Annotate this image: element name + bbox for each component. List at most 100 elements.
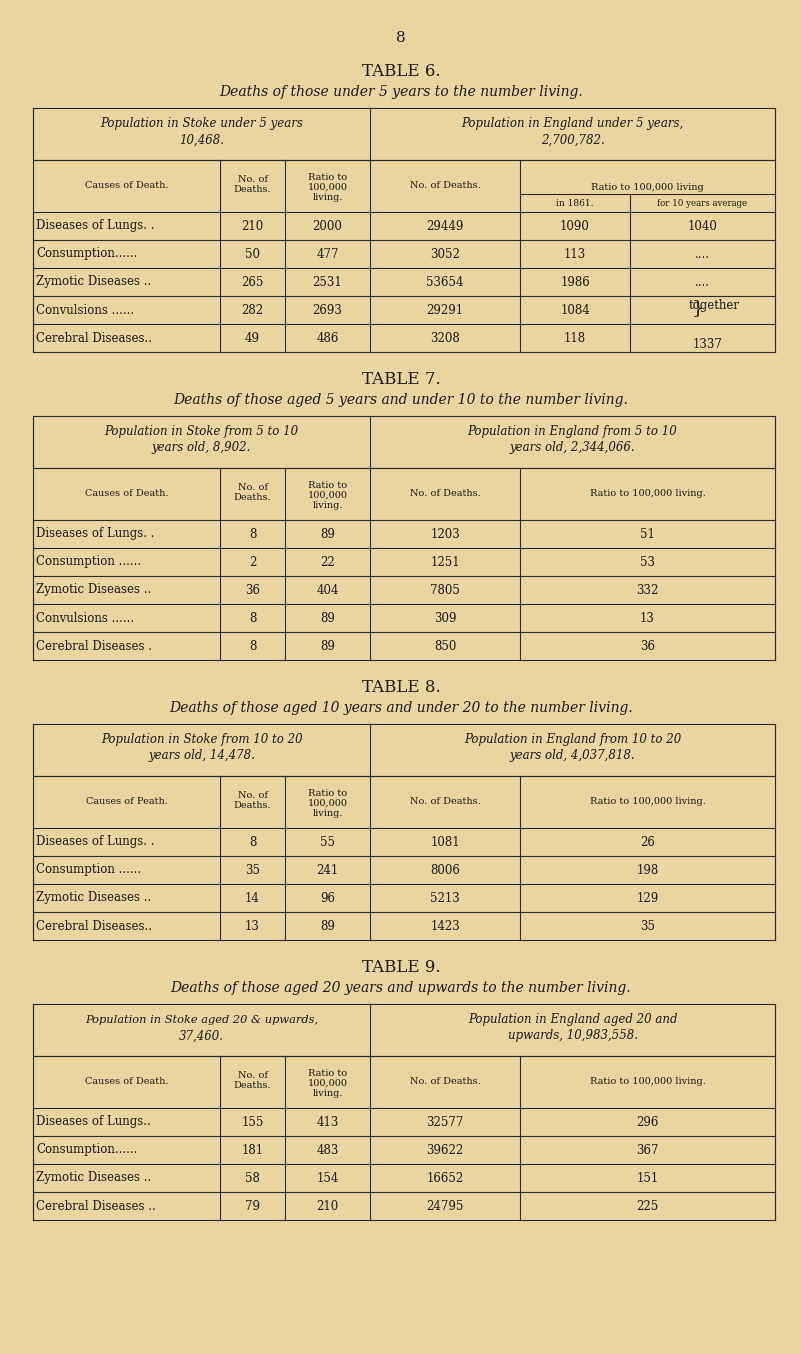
Text: 2531: 2531	[312, 275, 342, 288]
Text: No. of Deaths.: No. of Deaths.	[409, 490, 481, 498]
Text: 37,460.: 37,460.	[179, 1029, 224, 1043]
Text: }: }	[691, 299, 704, 317]
Text: 24795: 24795	[426, 1200, 464, 1212]
Text: 22: 22	[320, 555, 335, 569]
Text: Ratio to 100,000 living.: Ratio to 100,000 living.	[590, 490, 706, 498]
Text: Population in England from 5 to 10: Population in England from 5 to 10	[468, 425, 678, 439]
Text: 151: 151	[636, 1171, 658, 1185]
Text: Cerebral Diseases .: Cerebral Diseases .	[36, 639, 152, 653]
Text: Cerebral Diseases ..: Cerebral Diseases ..	[36, 1200, 155, 1212]
Text: Ratio to 100,000 living.: Ratio to 100,000 living.	[590, 798, 706, 807]
Text: Diseases of Lungs..: Diseases of Lungs..	[36, 1116, 151, 1128]
Text: living.: living.	[312, 192, 343, 202]
Text: 154: 154	[316, 1171, 339, 1185]
Text: 1090: 1090	[560, 219, 590, 233]
Text: No. of Deaths.: No. of Deaths.	[409, 181, 481, 191]
Text: 181: 181	[241, 1144, 264, 1156]
Text: No. of: No. of	[238, 792, 268, 800]
Text: 100,000: 100,000	[308, 799, 348, 807]
Text: 118: 118	[564, 332, 586, 344]
Text: 309: 309	[434, 612, 457, 624]
Text: 486: 486	[316, 332, 339, 344]
Text: 5213: 5213	[430, 891, 460, 904]
Text: 404: 404	[316, 584, 339, 597]
Text: 13: 13	[245, 919, 260, 933]
Text: 113: 113	[564, 248, 586, 260]
Text: 225: 225	[636, 1200, 658, 1212]
Text: years old, 2,344,066.: years old, 2,344,066.	[509, 441, 635, 455]
Text: 2,700,782.: 2,700,782.	[541, 134, 605, 146]
Text: Ratio to: Ratio to	[308, 172, 347, 181]
Text: 35: 35	[245, 864, 260, 876]
Text: 53654: 53654	[426, 275, 464, 288]
Text: living.: living.	[312, 501, 343, 509]
Text: 413: 413	[316, 1116, 339, 1128]
Text: ....: ....	[695, 275, 710, 288]
Text: years old, 14,478.: years old, 14,478.	[148, 750, 255, 762]
Text: 7805: 7805	[430, 584, 460, 597]
Text: years old, 4,037,818.: years old, 4,037,818.	[509, 750, 635, 762]
Text: 35: 35	[640, 919, 655, 933]
Text: 89: 89	[320, 919, 335, 933]
Text: 100,000: 100,000	[308, 1079, 348, 1087]
Text: 49: 49	[245, 332, 260, 344]
Text: 8: 8	[249, 639, 256, 653]
Text: 1040: 1040	[687, 219, 718, 233]
Text: ....: ....	[695, 248, 710, 260]
Text: 265: 265	[241, 275, 264, 288]
Text: Zymotic Diseases ..: Zymotic Diseases ..	[36, 891, 151, 904]
Text: 198: 198	[636, 864, 658, 876]
Text: in 1861.: in 1861.	[556, 199, 594, 207]
Text: Zymotic Diseases ..: Zymotic Diseases ..	[36, 275, 151, 288]
Text: 89: 89	[320, 639, 335, 653]
Text: Diseases of Lungs. .: Diseases of Lungs. .	[36, 219, 155, 233]
Text: 1423: 1423	[430, 919, 460, 933]
Text: 367: 367	[636, 1144, 658, 1156]
Text: Cerebral Diseases..: Cerebral Diseases..	[36, 332, 152, 344]
Text: TABLE 8.: TABLE 8.	[361, 680, 441, 696]
Text: 1337: 1337	[693, 337, 723, 351]
Text: 58: 58	[245, 1171, 260, 1185]
Text: 483: 483	[316, 1144, 339, 1156]
Text: Population in England from 10 to 20: Population in England from 10 to 20	[464, 734, 681, 746]
Text: Population in England aged 20 and: Population in England aged 20 and	[468, 1014, 678, 1026]
Text: No. of: No. of	[238, 176, 268, 184]
Text: Zymotic Diseases ..: Zymotic Diseases ..	[36, 584, 151, 597]
Text: Deaths.: Deaths.	[234, 802, 272, 811]
Text: No. of Deaths.: No. of Deaths.	[409, 1078, 481, 1086]
Text: Causes of Death.: Causes of Death.	[85, 181, 168, 191]
Text: 16652: 16652	[426, 1171, 464, 1185]
Text: TABLE 9.: TABLE 9.	[362, 960, 441, 976]
Text: Deaths of those aged 20 years and upwards to the number living.: Deaths of those aged 20 years and upward…	[171, 982, 631, 995]
Text: living.: living.	[312, 808, 343, 818]
Text: 1251: 1251	[430, 555, 460, 569]
Text: No. of Deaths.: No. of Deaths.	[409, 798, 481, 807]
Text: Ratio to 100,000 living: Ratio to 100,000 living	[591, 183, 704, 191]
Text: 89: 89	[320, 528, 335, 540]
Text: Deaths.: Deaths.	[234, 185, 272, 195]
Text: 129: 129	[636, 891, 658, 904]
Text: upwards, 10,983,558.: upwards, 10,983,558.	[508, 1029, 638, 1043]
Text: 2: 2	[249, 555, 256, 569]
Text: 36: 36	[640, 639, 655, 653]
Text: for 10 years average: for 10 years average	[658, 199, 747, 207]
Text: Consumption ......: Consumption ......	[36, 864, 141, 876]
Text: 53: 53	[640, 555, 655, 569]
Text: 100,000: 100,000	[308, 490, 348, 500]
Text: 1084: 1084	[560, 303, 590, 317]
Text: 8: 8	[249, 835, 256, 849]
Text: Diseases of Lungs. .: Diseases of Lungs. .	[36, 835, 155, 849]
Text: Deaths of those aged 5 years and under 10 to the number living.: Deaths of those aged 5 years and under 1…	[174, 393, 629, 408]
Text: Population in England under 5 years,: Population in England under 5 years,	[461, 118, 683, 130]
Text: 55: 55	[320, 835, 335, 849]
Text: 100,000: 100,000	[308, 183, 348, 191]
Text: 8: 8	[396, 31, 406, 45]
Text: 14: 14	[245, 891, 260, 904]
Text: TABLE 6.: TABLE 6.	[362, 64, 441, 80]
Text: Population in Stoke from 10 to 20: Population in Stoke from 10 to 20	[101, 734, 302, 746]
Text: 296: 296	[636, 1116, 658, 1128]
Text: 477: 477	[316, 248, 339, 260]
Text: Ratio to 100,000 living.: Ratio to 100,000 living.	[590, 1078, 706, 1086]
Text: 96: 96	[320, 891, 335, 904]
Text: Population in Stoke under 5 years: Population in Stoke under 5 years	[100, 118, 303, 130]
